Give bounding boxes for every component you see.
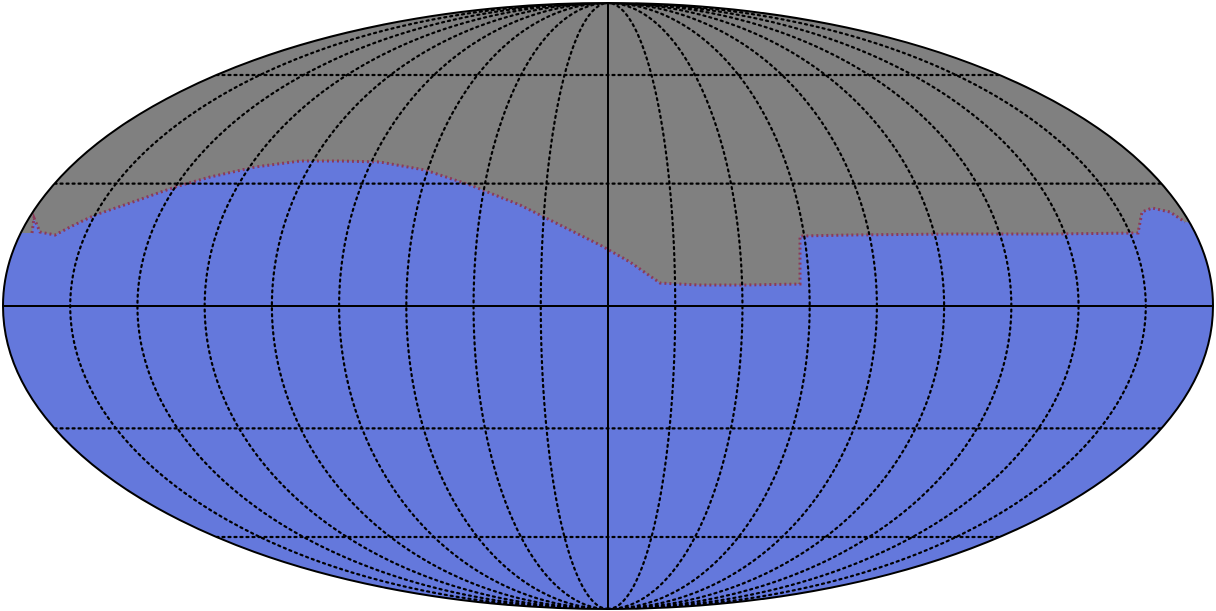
graticule-grid (3, 3, 1213, 609)
coverage-boundary (30, 159, 1186, 287)
